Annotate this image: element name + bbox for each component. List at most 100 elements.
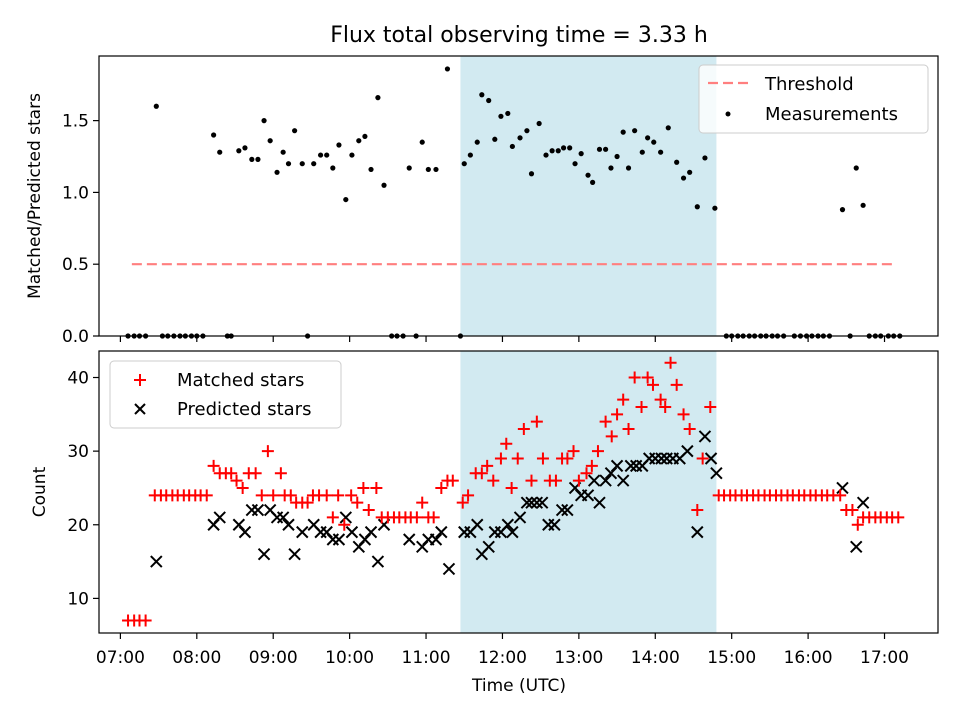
- predicted-star-point: [704, 452, 718, 465]
- measurement-point: [419, 139, 425, 145]
- measurement-point: [349, 152, 355, 158]
- matched-star-point: [416, 496, 429, 509]
- predicted-star-point: [345, 525, 359, 539]
- matched-star-point: [659, 400, 672, 413]
- measurement-point: [249, 156, 255, 162]
- measurement-point: [285, 161, 292, 167]
- x-tick-label: 11:00: [402, 648, 451, 668]
- measurement-point: [860, 202, 866, 208]
- measurement-point: [375, 95, 381, 101]
- bottom-legend-frame: [109, 360, 342, 429]
- measurement-point: [255, 156, 261, 162]
- chart-title: Flux total observing time = 3.33 h: [330, 23, 708, 48]
- measurement-point: [381, 182, 387, 188]
- matched-star-point: [230, 474, 243, 487]
- predicted-star-point: [587, 474, 601, 487]
- matched-star-point: [462, 489, 475, 502]
- predicted-star-point: [555, 503, 569, 517]
- legend-measurements-swatch: [725, 111, 731, 117]
- predicted-star-point: [710, 467, 723, 480]
- predicted-star-point: [251, 503, 265, 517]
- predicted-star-point: [525, 496, 538, 509]
- measurement-point: [467, 152, 473, 158]
- top-y-tick-label: 1.5: [62, 112, 89, 132]
- measurement-point: [712, 205, 718, 211]
- measurement-point: [343, 196, 349, 203]
- measurement-point: [585, 172, 591, 178]
- matched-star-point: [456, 496, 469, 509]
- matched-star-point: [139, 614, 152, 627]
- matched-star-point: [646, 378, 659, 391]
- legend-measurements-label: Measurements: [765, 104, 898, 125]
- predicted-star-point: [850, 540, 863, 554]
- predicted-star-point: [288, 548, 301, 561]
- measurement-point: [590, 179, 596, 185]
- measurement-point: [578, 151, 584, 157]
- top-y-tick-label: 0.5: [62, 255, 89, 275]
- matched-star-point: [585, 459, 598, 472]
- measurement-point: [261, 118, 267, 124]
- matched-star-point: [284, 489, 297, 502]
- measurement-point: [280, 149, 286, 155]
- predicted-star-point: [482, 540, 495, 554]
- matched-star-point: [225, 467, 238, 480]
- bottom-x-axis: 07:00 08:00 09:00 10:00 11:00 12:00 13:00 14:00…: [96, 633, 909, 668]
- measurement-point: [625, 165, 632, 171]
- x-tick-label: 12:00: [478, 648, 527, 668]
- bottom-y-tick-label: 20: [67, 516, 89, 536]
- top-plot-frame: [98, 55, 939, 337]
- measurement-point: [674, 159, 680, 165]
- matched-star-point: [664, 356, 677, 369]
- predicted-star-point: [238, 525, 252, 539]
- top-y-axis-label: Matched/Predicted stars: [25, 93, 45, 299]
- predicted-star-point: [655, 452, 668, 465]
- matched-star-point: [599, 415, 612, 428]
- matched-star-point: [834, 489, 847, 502]
- measurement-point: [324, 152, 330, 158]
- predicted-star-point: [610, 459, 624, 473]
- x-tick-label: 17:00: [860, 648, 909, 668]
- x-tick-label: 16:00: [784, 648, 833, 668]
- predicted-star-point: [530, 496, 544, 509]
- top-y-tick-label: 0.0: [62, 327, 89, 347]
- bottom-y-tick-label: 30: [67, 442, 89, 462]
- legend-threshold-label: Threshold: [764, 74, 854, 95]
- bottom-legend: Matched stars Predicted stars: [109, 360, 342, 429]
- matched-star-point: [549, 474, 562, 487]
- matched-star-point: [255, 489, 268, 502]
- measurement-point: [486, 97, 492, 104]
- measurement-point: [474, 139, 480, 145]
- measurement-point: [658, 149, 664, 155]
- matched-star-point: [696, 452, 709, 465]
- matched-star-point: [351, 496, 364, 509]
- top-legend-frame: [698, 64, 929, 134]
- matched-star-point: [410, 511, 423, 524]
- measurement-point: [528, 171, 535, 177]
- measurement-point: [680, 175, 687, 181]
- predicted-star-point: [213, 511, 226, 524]
- predicted-star-point: [403, 533, 416, 546]
- measurement-point: [549, 148, 555, 154]
- measurement-point: [444, 66, 451, 72]
- matched-star-point: [261, 445, 274, 458]
- measurement-point: [492, 136, 498, 142]
- matched-star-point: [505, 481, 518, 494]
- top-legend: Threshold Measurements: [698, 64, 929, 134]
- measurement-point: [479, 92, 485, 98]
- matched-star-point: [892, 511, 905, 524]
- matched-stars-series: [122, 356, 905, 627]
- measurement-point: [665, 125, 671, 131]
- x-tick-label: 10:00: [325, 648, 374, 668]
- matched-star-point: [446, 474, 459, 487]
- x-tick-label: 08:00: [172, 648, 221, 668]
- matched-star-point: [236, 481, 249, 494]
- measurement-point: [433, 166, 439, 173]
- predicted-star-point: [371, 555, 385, 568]
- top-y-tick-label: 1.0: [62, 183, 89, 203]
- matched-star-point: [320, 489, 333, 502]
- measurement-point: [694, 204, 700, 210]
- matched-star-point: [567, 445, 580, 458]
- legend-matched-label: Matched stars: [177, 370, 304, 391]
- measurement-point: [505, 110, 511, 117]
